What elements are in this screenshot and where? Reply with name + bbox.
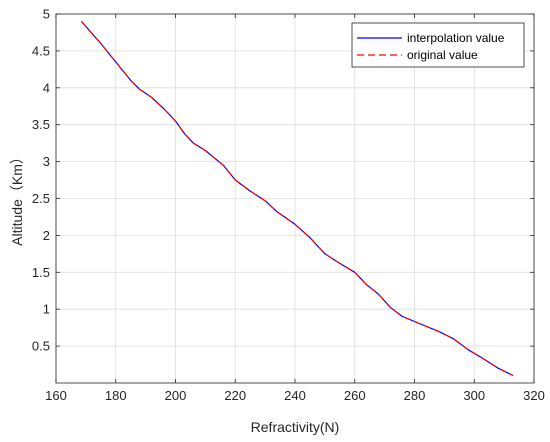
y-axis-label: Altitude（Km） <box>9 150 25 246</box>
x-tick-label: 220 <box>224 388 246 403</box>
y-tick-label: 1 <box>43 302 50 317</box>
x-tick-label: 260 <box>344 388 366 403</box>
x-tick-label: 320 <box>523 388 545 403</box>
y-tick-label: 4 <box>43 80 50 95</box>
x-tick-label: 300 <box>463 388 485 403</box>
y-tick-label: 1.5 <box>32 265 50 280</box>
x-tick-label: 280 <box>404 388 426 403</box>
x-tick-label: 240 <box>284 388 306 403</box>
x-tick-label: 160 <box>45 388 67 403</box>
x-tick-label: 200 <box>165 388 187 403</box>
x-tick-label: 180 <box>105 388 127 403</box>
y-tick-label: 0.5 <box>32 339 50 354</box>
x-axis-ticks: 160 180 200 220 240 260 280 300 320 <box>45 14 545 403</box>
y-tick-label: 5 <box>43 7 50 22</box>
y-tick-label: 4.5 <box>32 43 50 58</box>
y-tick-label: 2.5 <box>32 191 50 206</box>
x-axis-label: Refractivity(N) <box>251 419 340 435</box>
data-series <box>80 21 514 377</box>
legend-box <box>351 22 525 68</box>
y-tick-label: 2 <box>43 228 50 243</box>
series-line-original <box>80 21 514 377</box>
legend-label-original: original value <box>407 48 478 62</box>
y-tick-label: 3.5 <box>32 117 50 132</box>
legend-label-interpolation: interpolation value <box>407 31 505 45</box>
y-tick-label: 3 <box>43 154 50 169</box>
y-axis-ticks: 0.5 1 1.5 2 2.5 3 3.5 4 4.5 5 <box>32 7 534 354</box>
legend: interpolation value original value <box>351 22 525 68</box>
